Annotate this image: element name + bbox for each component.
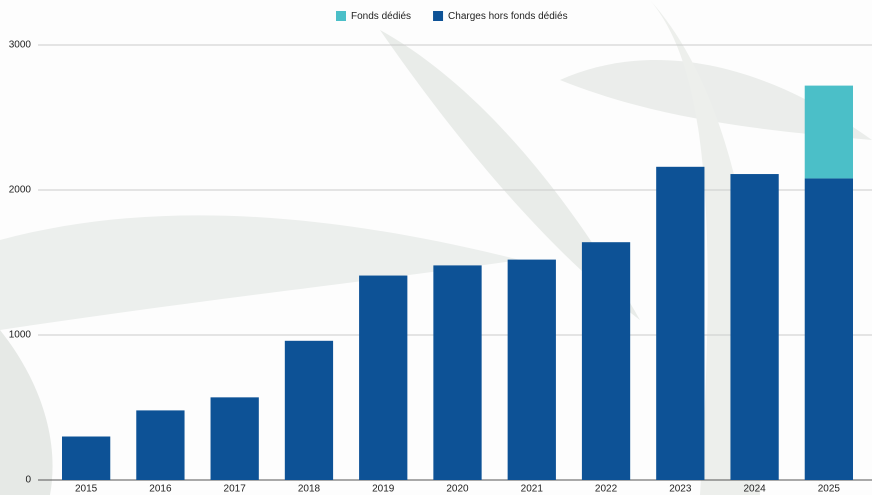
bar-segment [507, 259, 556, 480]
bar-segment [359, 275, 408, 480]
bar-segment [581, 242, 631, 480]
x-tick-label: 2017 [224, 484, 247, 495]
x-tick-label: 2025 [818, 484, 841, 495]
bar-segment [136, 410, 185, 480]
legend-label: Charges hors fonds dédiés [448, 11, 568, 22]
y-tick-label: 0 [25, 475, 31, 486]
leaf [0, 215, 520, 330]
bar-segment [433, 265, 482, 480]
bar-segment [284, 340, 334, 480]
bar-segment [656, 166, 705, 481]
x-tick-label: 2016 [149, 484, 172, 495]
legend-swatch [336, 11, 346, 21]
x-tick-label: 2018 [298, 484, 321, 495]
y-tick-label: 3000 [9, 40, 32, 51]
legend-swatch [433, 11, 444, 21]
x-tick-label: 2021 [521, 484, 544, 495]
x-tick-label: 2019 [372, 484, 395, 495]
y-tick-label: 2000 [9, 185, 32, 196]
x-tick-label: 2024 [743, 484, 766, 495]
leaf [0, 330, 53, 495]
bar-segment [804, 178, 854, 480]
y-tick-label: 1000 [9, 330, 32, 341]
leaf [380, 30, 640, 320]
legend-label: Fonds dédiés [351, 11, 411, 22]
x-tick-label: 2020 [446, 484, 469, 495]
x-tick-label: 2023 [669, 484, 692, 495]
bar-segment [210, 397, 259, 480]
bar-segment [61, 436, 111, 480]
bar-segment [804, 85, 854, 179]
leaf [560, 60, 872, 140]
bar-segment [730, 174, 779, 481]
x-tick-label: 2022 [595, 484, 618, 495]
x-tick-label: 2015 [75, 484, 98, 495]
